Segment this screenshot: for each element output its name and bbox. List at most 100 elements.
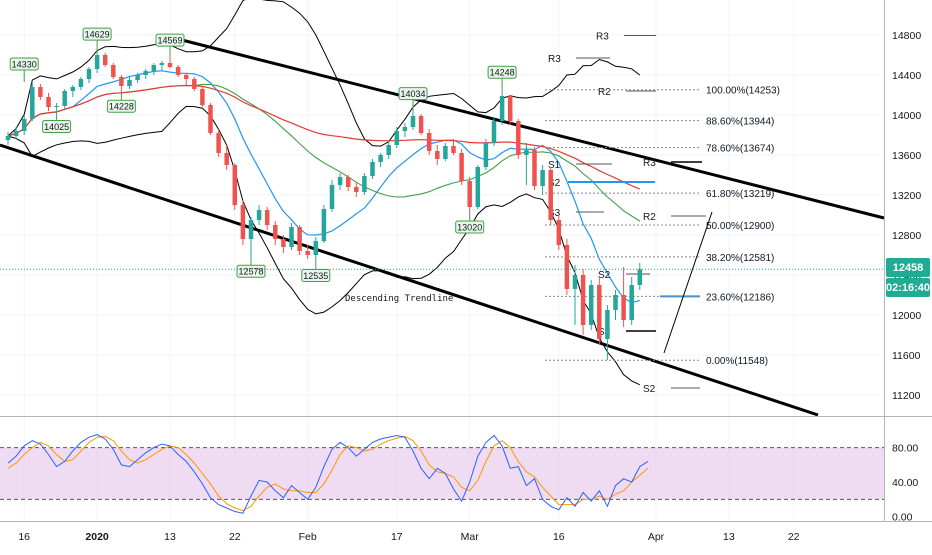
candle-body (418, 116, 424, 133)
candle-body (86, 69, 92, 79)
pivot-label-box (106, 99, 136, 113)
time-tick-label: 2020 (85, 531, 109, 543)
pivot-label-box (155, 33, 185, 47)
candle-body (21, 119, 27, 131)
bar-countdown: 02:16:40 (886, 282, 930, 294)
fib-level-label: 23.60%(12186) (706, 292, 774, 303)
candle-body (588, 285, 594, 325)
price-tick-label: 14400 (892, 70, 921, 82)
candle-body (127, 80, 132, 86)
pivot-level-label: R3 (548, 54, 561, 65)
time-tick-label: 16 (18, 531, 30, 543)
candle-body (548, 170, 553, 220)
last-price-tag (886, 258, 930, 277)
pivot-level-label: S2 (548, 178, 561, 189)
candle-body (38, 87, 43, 97)
time-tick-label: 22 (229, 531, 241, 543)
candle-body (264, 210, 270, 225)
candle-body (532, 150, 537, 186)
pivot-label-text: 14025 (44, 122, 69, 132)
candle-body (5, 136, 11, 140)
candle-body (402, 127, 408, 131)
pivot-label-text: 12535 (303, 271, 328, 281)
countdown-tag (886, 278, 930, 297)
fib-level-label: 38.20%(12581) (706, 253, 774, 264)
descending-channel (0, 35, 885, 417)
candle-body (208, 105, 213, 133)
candle-body (78, 79, 84, 87)
candle-body (410, 116, 416, 127)
pivot-level-label: S3 (598, 327, 611, 338)
candle-body (386, 145, 391, 155)
pivot-level-label: S3 (548, 208, 561, 219)
candle-body (216, 133, 221, 153)
fib-level-label: 61.80%(13219) (706, 189, 774, 200)
last-price-value: 12458 (893, 262, 924, 274)
candle-body (637, 269, 643, 285)
candle-body (224, 153, 229, 165)
candle-body (426, 133, 432, 151)
candle-body (183, 75, 189, 79)
time-tick-label: 16 (553, 531, 565, 543)
candle-body (621, 295, 626, 320)
candle-body (354, 187, 359, 192)
candle-body (321, 209, 327, 241)
pivot-label-box (487, 65, 517, 79)
candle-body (605, 310, 610, 339)
candle-body (443, 146, 448, 159)
time-tick-label: Mar (461, 531, 480, 543)
time-tick-label: 22 (788, 531, 800, 543)
price-tick-label: 11600 (892, 350, 921, 362)
pivot-level-label: S1 (548, 160, 561, 171)
pivot-label-text: 14228 (109, 102, 134, 112)
candle-body (30, 87, 35, 119)
oscillator-k-line (7, 434, 649, 514)
candle-body (248, 220, 254, 239)
candle-body (289, 227, 294, 247)
candle-body (337, 177, 343, 185)
candle-body (240, 205, 246, 239)
candle-body (507, 96, 513, 121)
pivot-label-box (82, 27, 112, 41)
candle-body (580, 275, 586, 325)
candlestick-series (5, 52, 643, 361)
candle-body (54, 106, 59, 107)
candle-body (94, 55, 100, 69)
fib-level-label: 88.60%(13944) (706, 117, 774, 128)
pivot-label-text: 14248 (490, 68, 515, 78)
candle-body (151, 65, 157, 71)
fib-level-label: 0.00%(11548) (706, 356, 768, 367)
candle-body (281, 239, 286, 247)
pivot-label-box (455, 220, 485, 234)
price-tick-label: 14000 (892, 110, 921, 122)
pivot-label-text: 12578 (238, 267, 263, 277)
candle-body (13, 131, 19, 136)
candle-body (362, 176, 367, 192)
candle-body (556, 220, 562, 245)
oscillator-band-fill (0, 447, 884, 500)
time-tick-label: 13 (723, 531, 735, 543)
candle-body (167, 63, 173, 67)
candle-body (629, 285, 634, 320)
candle-body (370, 162, 375, 176)
candle-body (232, 165, 238, 205)
pivot-level-label: S2 (643, 384, 656, 395)
oscillator-tick-label: 80.00 (892, 443, 918, 455)
time-tick-label: Apr (648, 531, 665, 543)
candle-body (111, 65, 116, 77)
candle-body (345, 177, 351, 187)
oscillator-d-line (7, 435, 649, 512)
candle-body (159, 63, 165, 65)
candle-body (297, 227, 302, 251)
oscillator-tick-label: 40.00 (892, 477, 918, 489)
channel-upper-line (169, 35, 885, 220)
fib-level-label: 50.00%(12900) (706, 221, 774, 232)
pivot-label-text: 14330 (12, 60, 37, 70)
pivot-level-label: R3 (643, 158, 656, 169)
price-tick-label: 14800 (892, 30, 921, 42)
candle-body (451, 146, 456, 153)
pivot-label-box (236, 264, 266, 278)
pivot-level-label: R2 (598, 87, 611, 98)
time-tick-label: 13 (164, 531, 176, 543)
